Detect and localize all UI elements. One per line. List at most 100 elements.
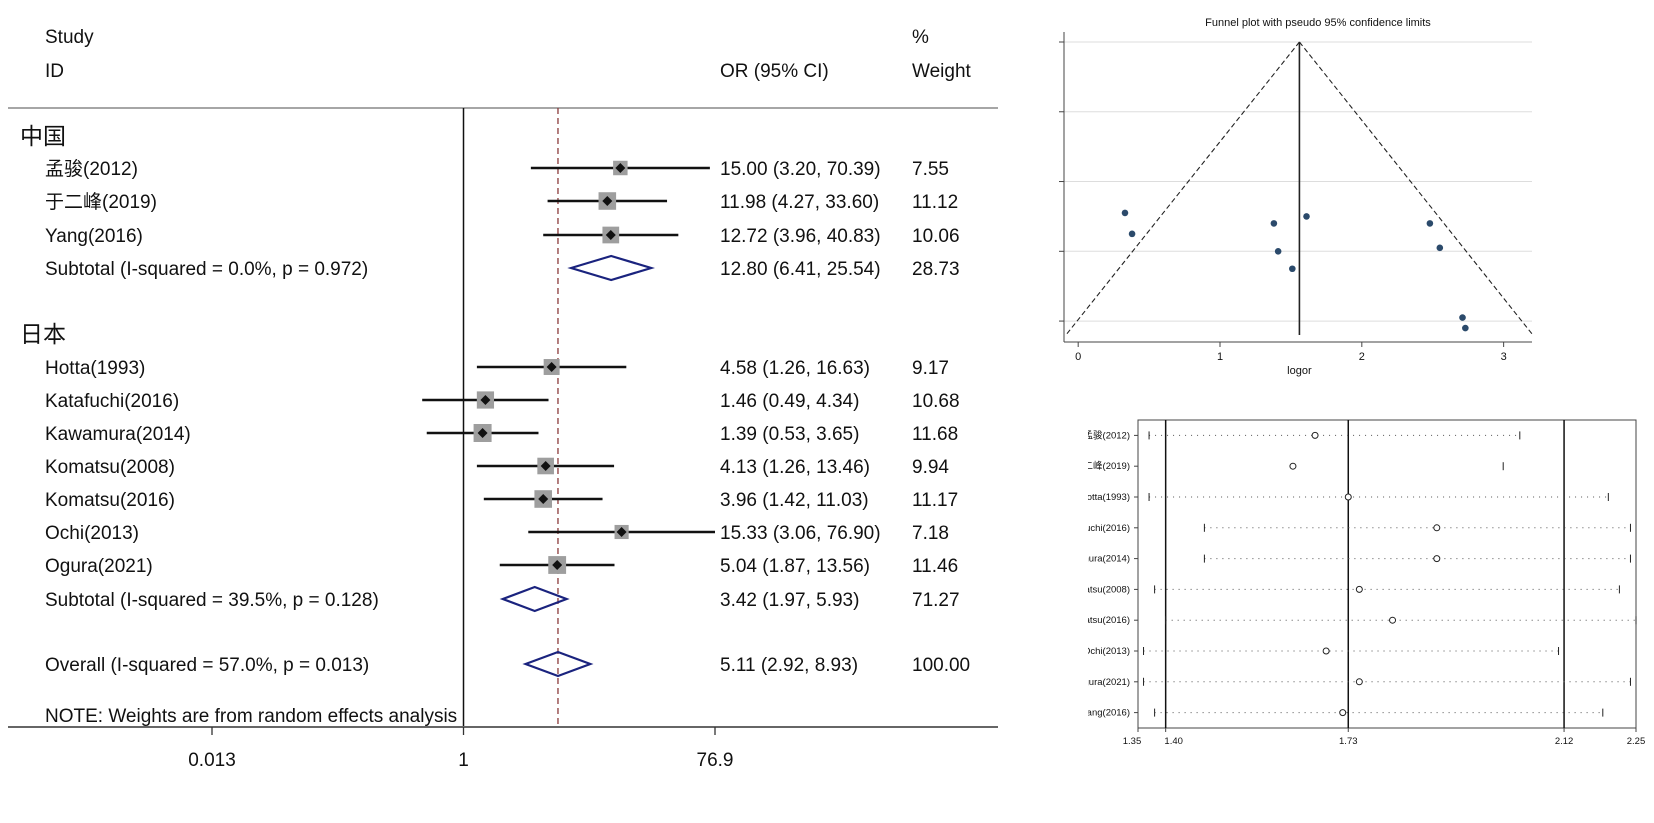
overall-weight-value: 100.00 [912, 655, 970, 676]
or-ci-value: 15.33 (3.06, 76.90) [720, 523, 881, 544]
study-label: Kawamura(2014) [45, 424, 191, 445]
study-point [1121, 209, 1129, 217]
group-label: 日本 [20, 321, 66, 347]
subtotal-weight-value: 71.27 [912, 590, 960, 611]
ci-limit-right [1298, 41, 1534, 336]
funnel-plot: Funnel plot with pseudo 95% confidence l… [1059, 17, 1534, 377]
study-label: Ogura(2021) [45, 556, 153, 577]
study-point [1128, 230, 1136, 238]
overall-or-ci-value: 5.11 (2.92, 8.93) [720, 655, 858, 676]
point-estimate-marker [538, 494, 549, 504]
x-tick-label: 2.12 [1555, 736, 1574, 747]
estimate-marker [1322, 647, 1330, 655]
weight-value: 7.55 [912, 159, 949, 180]
point-estimate-marker [615, 163, 626, 173]
x-tick-label: 1.35 [1123, 736, 1142, 747]
point-estimate-marker [540, 461, 551, 471]
ci-limit-left [1065, 41, 1300, 336]
study-label: Katafuchi(2016) [45, 391, 179, 412]
study-label: Ochi(2013) [1088, 646, 1130, 657]
or-ci-value: 4.58 (1.26, 16.63) [720, 358, 870, 379]
study-label: Ogura(2021) [1088, 677, 1130, 688]
study-label: Komatsu(2016) [1088, 615, 1130, 626]
weight-value: 9.17 [912, 358, 949, 379]
estimate-marker [1344, 493, 1352, 501]
study-point [1462, 324, 1469, 332]
point-estimate-marker [546, 362, 557, 372]
or-ci-value: 3.96 (1.42, 11.03) [720, 490, 869, 511]
study-label: Kawamura(2014) [1088, 554, 1130, 565]
weight-value: 9.94 [912, 457, 949, 478]
x-axis-label: logor [1287, 365, 1312, 377]
point-estimate-marker [552, 560, 563, 570]
study-label: Komatsu(2008) [45, 457, 175, 478]
study-label: Yang(2016) [1088, 708, 1130, 719]
study-point [1270, 220, 1278, 227]
weight-header: Weight [912, 61, 972, 82]
x-tick-label: 2.25 [1627, 736, 1646, 747]
group-label: 中国 [20, 123, 66, 149]
point-estimate-marker [480, 395, 491, 405]
id-header: ID [45, 61, 64, 82]
subtotal-weight-value: 28.73 [912, 259, 960, 280]
estimate-marker [1389, 616, 1397, 624]
weight-value: 7.18 [912, 523, 949, 544]
study-point [1436, 244, 1444, 252]
or-ci-value: 1.46 (0.49, 4.34) [720, 391, 859, 412]
subtotal-or-ci-value: 3.42 (1.97, 5.93) [720, 590, 859, 611]
weight-value: 10.68 [912, 391, 960, 412]
estimate-marker [1355, 678, 1363, 686]
point-estimate-marker [602, 196, 613, 206]
overall-diamond [522, 650, 594, 678]
weight-value: 11.12 [912, 192, 958, 213]
study-point [1289, 265, 1296, 273]
weight-value: 11.17 [912, 490, 958, 511]
estimate-marker [1355, 585, 1363, 593]
sensitivity-plot: |Lower CI LimitoEstimate|Upper CI Limit孟… [1088, 419, 1646, 747]
or-ci-value: 12.72 (3.96, 40.83) [720, 226, 881, 247]
plot-frame [1137, 419, 1637, 729]
study-label: Katafuchi(2016) [1088, 523, 1130, 534]
x-tick-label: 1 [458, 750, 469, 771]
weight-value: 10.06 [912, 226, 960, 247]
or-ci-value: 11.98 (4.27, 33.60) [720, 192, 879, 213]
funnel-title: Funnel plot with pseudo 95% confidence l… [1205, 17, 1431, 29]
subtotal-label: Subtotal (I-squared = 39.5%, p = 0.128) [45, 590, 379, 611]
or-ci-value: 5.04 (1.87, 13.56) [720, 556, 870, 577]
estimate-marker [1289, 462, 1297, 470]
weights-note: NOTE: Weights are from random effects an… [45, 706, 457, 727]
or-ci-header: OR (95% CI) [720, 61, 829, 82]
point-estimate-marker [605, 230, 616, 240]
x-tick-label: 76.9 [697, 750, 734, 771]
point-estimate-marker [477, 428, 488, 438]
study-label: Komatsu(2016) [45, 490, 175, 511]
x-tick-label: 1.40 [1164, 736, 1183, 747]
study-point [1274, 248, 1282, 255]
study-label: Ochi(2013) [45, 523, 139, 544]
estimate-marker [1339, 709, 1347, 717]
study-label: Hotta(1993) [1088, 492, 1130, 503]
x-tick-label: 3 [1501, 351, 1507, 363]
study-label: 孟骏(2012) [1088, 429, 1130, 441]
subtotal-diamond [567, 254, 655, 282]
or-ci-value: 15.00 (3.20, 70.39) [720, 159, 881, 180]
estimate-marker [1311, 431, 1319, 439]
x-tick-label: 1.73 [1339, 736, 1358, 747]
or-ci-value: 4.13 (1.26, 13.46) [720, 457, 870, 478]
estimate-marker [1433, 555, 1441, 563]
estimate-marker [1433, 524, 1441, 532]
x-tick-label: 2 [1359, 351, 1365, 363]
study-label: Yang(2016) [45, 226, 143, 247]
subtotal-or-ci-value: 12.80 (6.41, 25.54) [720, 259, 881, 280]
study-label: 于二峰(2019) [45, 191, 157, 213]
x-tick-label: 1 [1217, 351, 1223, 363]
subtotal-diamond [499, 585, 570, 613]
study-header: Study [45, 27, 94, 48]
study-label: Hotta(1993) [45, 358, 145, 379]
overall-label: Overall (I-squared = 57.0%, p = 0.013) [45, 655, 369, 676]
subtotal-label: Subtotal (I-squared = 0.0%, p = 0.972) [45, 259, 368, 280]
x-tick-label: 0.013 [188, 750, 236, 771]
study-point [1303, 213, 1310, 220]
study-label: 孟骏(2012) [45, 158, 138, 180]
